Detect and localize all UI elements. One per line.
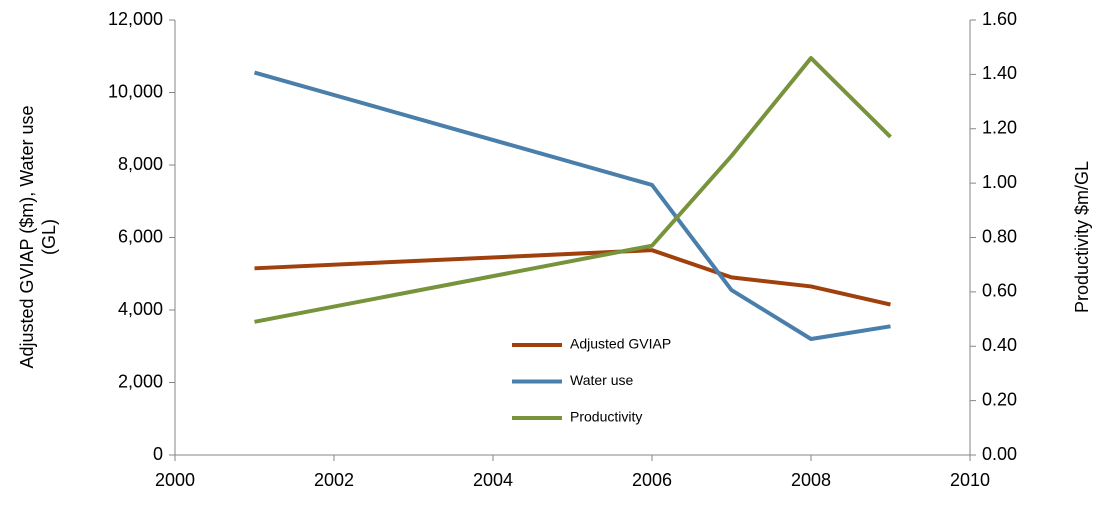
x-tick-label: 2000: [155, 470, 195, 490]
x-tick-label: 2006: [632, 470, 672, 490]
y2-tick-label: 0.40: [982, 335, 1017, 355]
y2-tick-label: 1.40: [982, 63, 1017, 83]
y-tick-label: 10,000: [108, 81, 163, 101]
y2-tick-label: 1.60: [982, 9, 1017, 29]
series-line: [254, 56, 892, 324]
y2-tick-label: 1.00: [982, 172, 1017, 192]
x-tick-label: 2004: [473, 470, 513, 490]
y-tick-label: 8,000: [118, 154, 163, 174]
y-tick-label: 6,000: [118, 226, 163, 246]
legend-label: Productivity: [570, 409, 642, 425]
series-line: [253, 70, 891, 341]
legend-label: Water use: [570, 372, 633, 388]
y2-tick-label: 0.00: [982, 444, 1017, 464]
y-tick-label: 2,000: [118, 371, 163, 391]
y-axis-label: Adjusted GVIAP ($m), Water use: [17, 105, 37, 368]
y2-tick-label: 0.60: [982, 281, 1017, 301]
y2-tick-label: 1.20: [982, 118, 1017, 138]
legend-label: Adjusted GVIAP: [570, 336, 671, 352]
y2-tick-label: 0.20: [982, 389, 1017, 409]
y-tick-label: 12,000: [108, 9, 163, 29]
x-tick-label: 2008: [791, 470, 831, 490]
x-tick-label: 2002: [314, 470, 354, 490]
series-line: [254, 248, 891, 307]
y-tick-label: 0: [153, 444, 163, 464]
y-axis-label: (GL): [39, 219, 59, 255]
y-tick-label: 4,000: [118, 299, 163, 319]
y2-axis-label: Productivity $m/GL: [1072, 161, 1092, 313]
x-tick-label: 2010: [950, 470, 990, 490]
y2-tick-label: 0.80: [982, 226, 1017, 246]
